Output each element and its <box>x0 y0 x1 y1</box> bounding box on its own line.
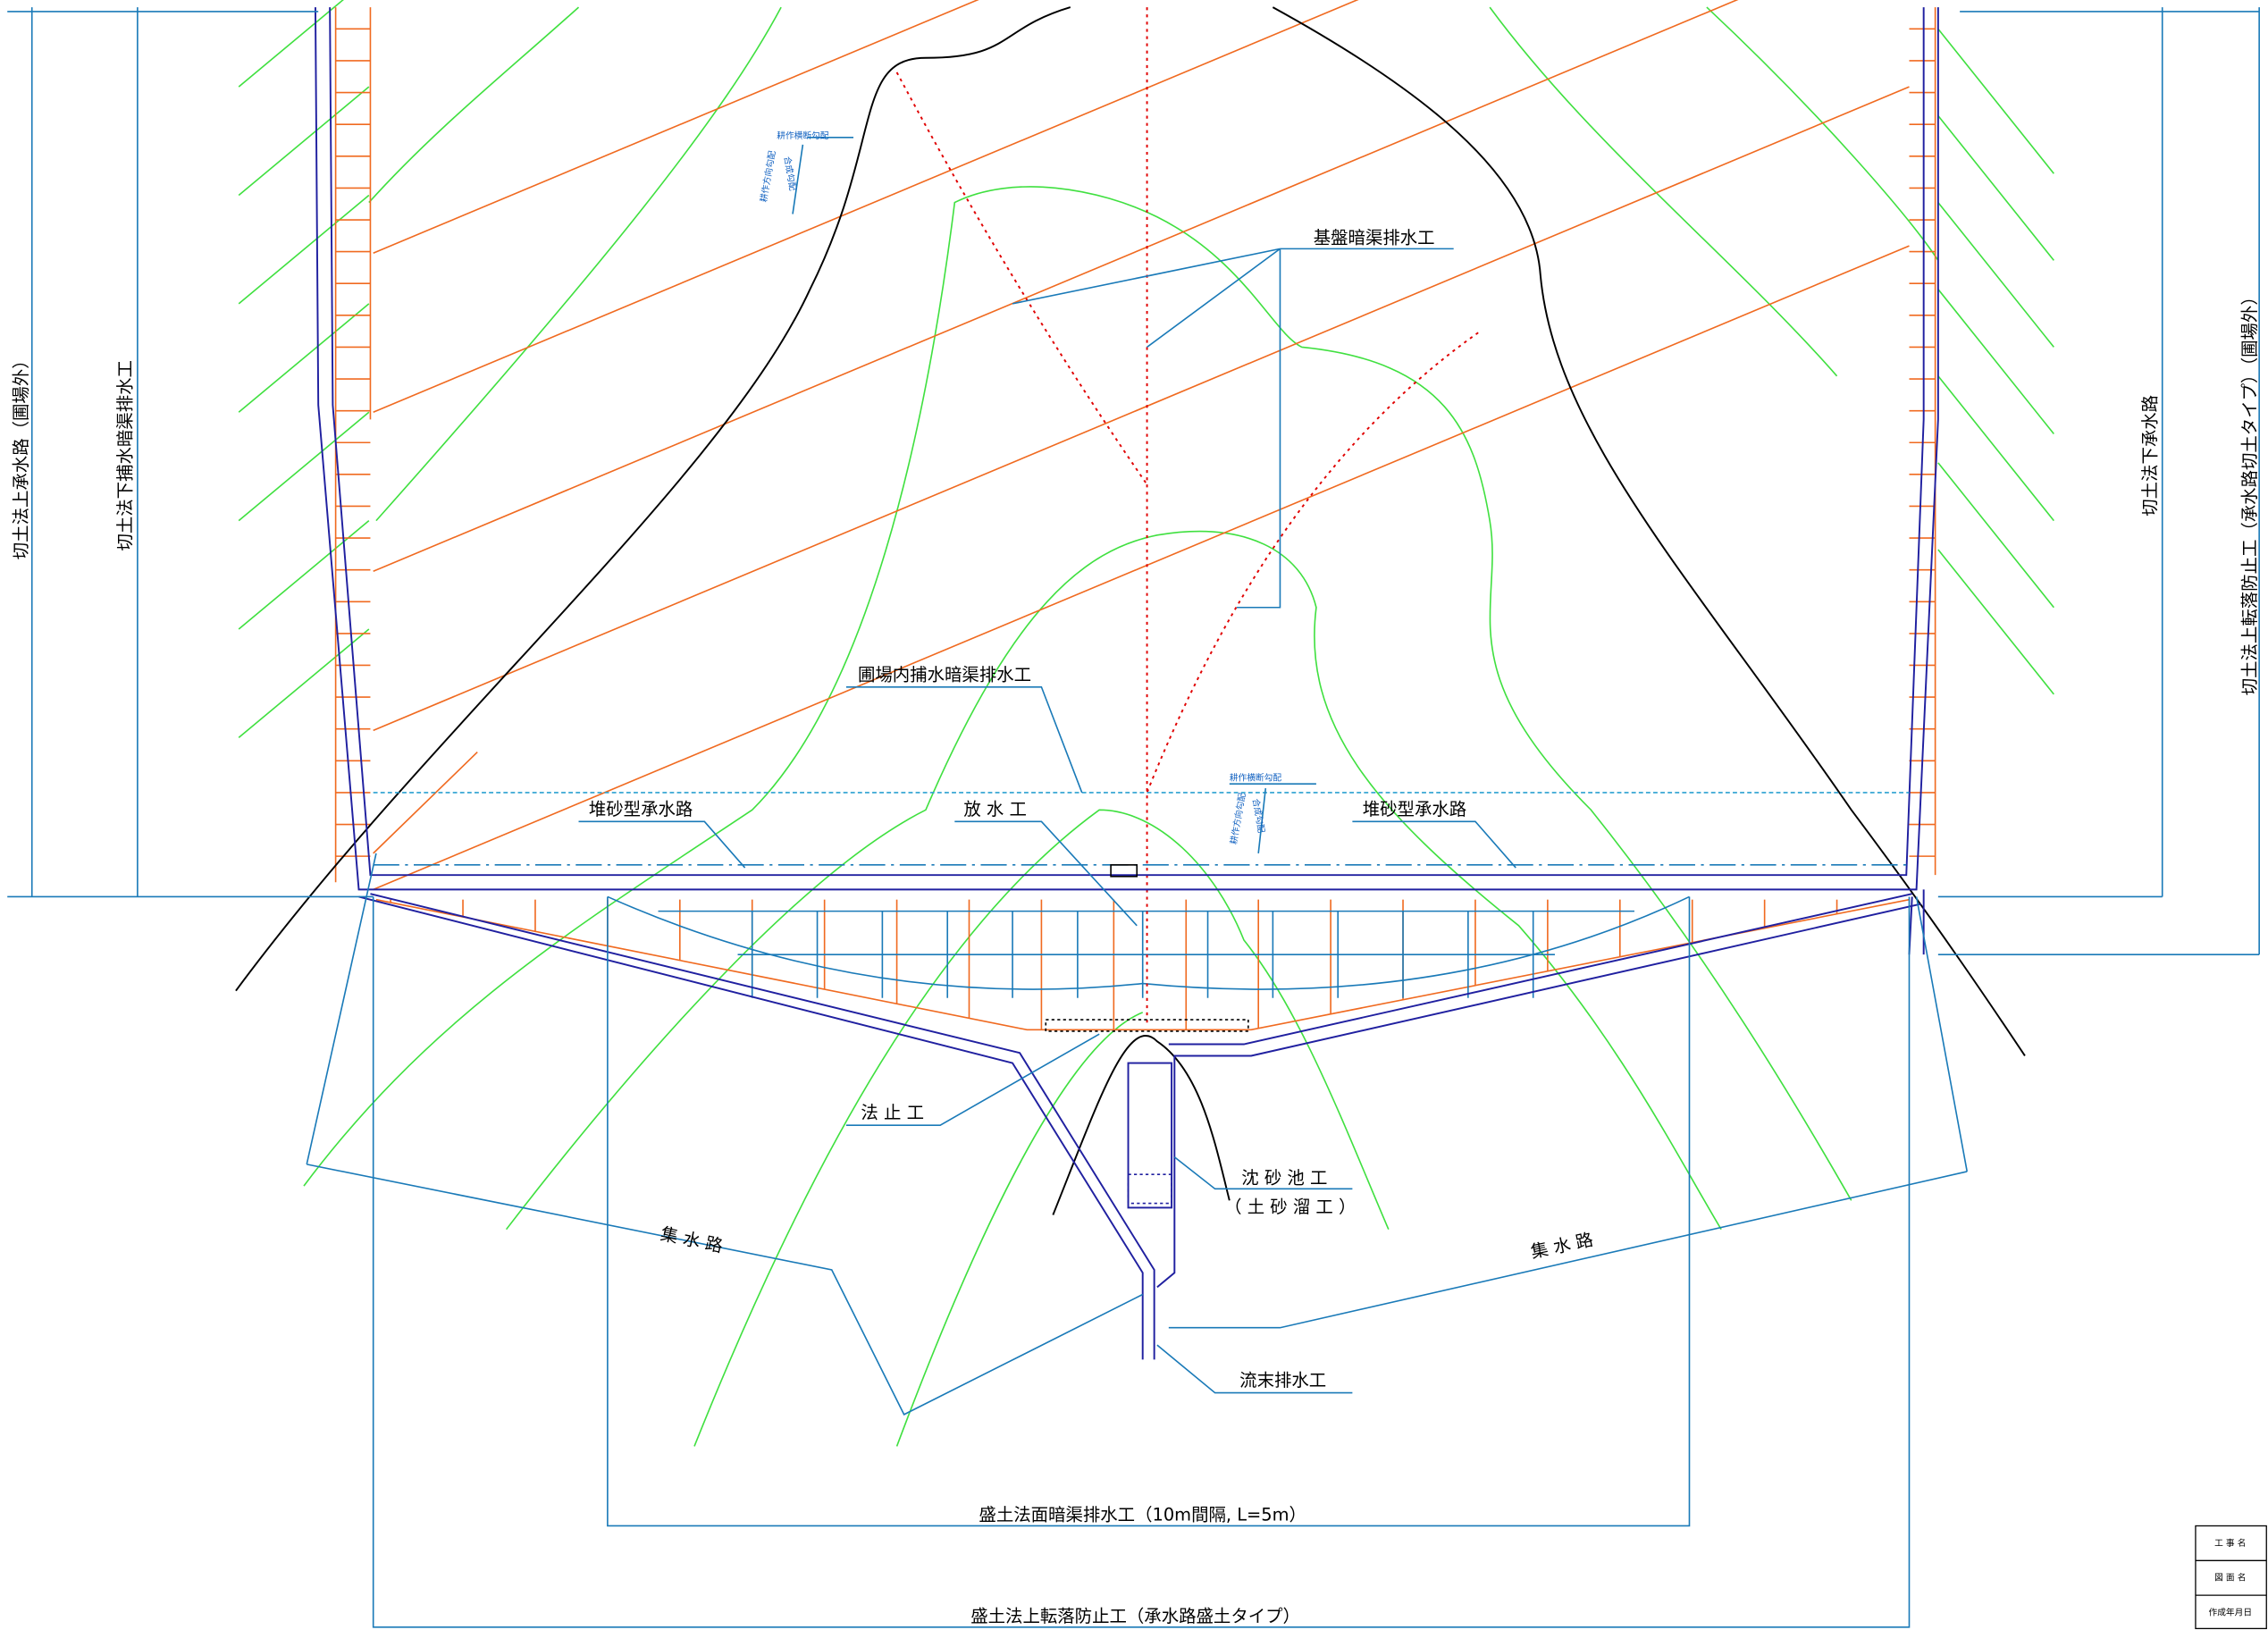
title-cell: 工 事 名 <box>2214 1537 2246 1549</box>
label: 圃場内捕水暗渠排水工 <box>858 664 1031 685</box>
contour-line <box>1937 202 2054 348</box>
label: 流末排水工 <box>1239 1370 1326 1391</box>
grid-hatch <box>373 0 1739 573</box>
grid-hatch <box>373 0 979 254</box>
contour-line <box>238 411 370 522</box>
leader-line <box>792 136 1316 853</box>
grid-hatch <box>375 898 1910 1031</box>
contour-line <box>1937 375 2054 522</box>
leader-line <box>1173 1156 1353 1190</box>
title-cell: 作成年月日 <box>2209 1607 2253 1618</box>
layout <box>238 0 2054 1447</box>
contour-line <box>1937 114 2054 261</box>
slope-note: 耕作横断勾配 <box>777 130 829 141</box>
label: 切土法下捕水暗渠排水工 <box>114 360 135 550</box>
contour-line <box>895 1012 1144 1447</box>
slope-line <box>895 71 1148 485</box>
title-block: 工 事 名 図 面 名 作成年月日 <box>2195 1525 2267 1630</box>
label: 堆砂型承水路 <box>589 799 693 819</box>
label: 盛土法面暗渠排水工（10m間隔, L=5m） <box>979 1505 1306 1525</box>
contour-line <box>1937 289 2054 435</box>
field-boundary <box>329 7 1925 877</box>
leader-line <box>845 685 1083 794</box>
contour-line <box>693 809 1390 1447</box>
contour-line <box>368 6 1939 522</box>
label: 放 水 工 <box>963 799 1027 819</box>
leader-line <box>845 1033 1100 1126</box>
terrain-line <box>1052 1035 1231 1215</box>
slope-note: 合成勾配 <box>1250 797 1268 834</box>
contour-line <box>238 303 370 413</box>
contour-line <box>505 530 1722 1231</box>
leader-line <box>306 853 1144 1416</box>
outlet <box>1110 864 1138 878</box>
label: 集 水 路 <box>1529 1230 1595 1263</box>
label: 沈 砂 池 工 <box>1241 1168 1327 1189</box>
label: 堆砂型承水路 <box>1363 799 1466 819</box>
contour-line <box>303 186 1852 1201</box>
field-boundary <box>314 7 1939 891</box>
label: 切土法上承水路（圃場外） <box>11 351 31 559</box>
title-cell: 図 面 名 <box>2214 1572 2246 1584</box>
label: 基盤暗渠排水工 <box>1314 228 1435 248</box>
collect-channel <box>1168 893 1912 1046</box>
label: 盛土法上転落防止工（承水路盛土タイプ） <box>970 1606 1300 1626</box>
terrain-line <box>235 6 1071 992</box>
contour-line <box>238 628 370 739</box>
leader-line <box>578 820 1516 927</box>
contour-line <box>238 194 370 305</box>
collect-channel <box>370 893 1155 1360</box>
label: 集 水 路 <box>659 1223 725 1256</box>
grid-hatch <box>373 245 1910 891</box>
slope-note: 耕作横断勾配 <box>1230 772 1282 784</box>
title-box <box>2195 1525 2267 1630</box>
slope-line <box>1146 332 1479 794</box>
label: 法 止 工 <box>861 1103 924 1123</box>
slope-note: 耕作方向勾配 <box>758 149 778 203</box>
label: 切土法上転落防止工（承水路切土タイプ）（圃場外） <box>2239 288 2260 695</box>
collect-channel <box>1156 903 1921 1289</box>
contour-line <box>1937 462 2054 609</box>
dimension-line <box>7 7 2260 955</box>
grid-hatch <box>334 7 1936 883</box>
contour-line <box>1937 28 2054 174</box>
slope-note: 合成勾配 <box>782 155 800 192</box>
grid-hatch <box>373 0 1359 414</box>
leader-line <box>1156 1344 1353 1394</box>
grid-hatch <box>373 752 478 854</box>
contour-line <box>238 86 370 197</box>
grid-hatch <box>373 86 1910 732</box>
collect-channel <box>358 895 1144 1360</box>
leader-line <box>1168 896 1969 1329</box>
contour-line <box>238 0 344 88</box>
settling-pond <box>1127 1062 1173 1209</box>
slope-note: 耕作方向勾配 <box>1228 792 1248 845</box>
terrain-line <box>1272 6 2026 1057</box>
leader-line <box>1012 248 1454 609</box>
contour-line <box>1937 549 2054 695</box>
label: 切土法下承水路 <box>2139 395 2160 517</box>
sediment-trap <box>1127 1173 1172 1205</box>
dimension-line <box>372 896 1911 1628</box>
label: （ 土 砂 溜 工 ） <box>1224 1197 1356 1217</box>
